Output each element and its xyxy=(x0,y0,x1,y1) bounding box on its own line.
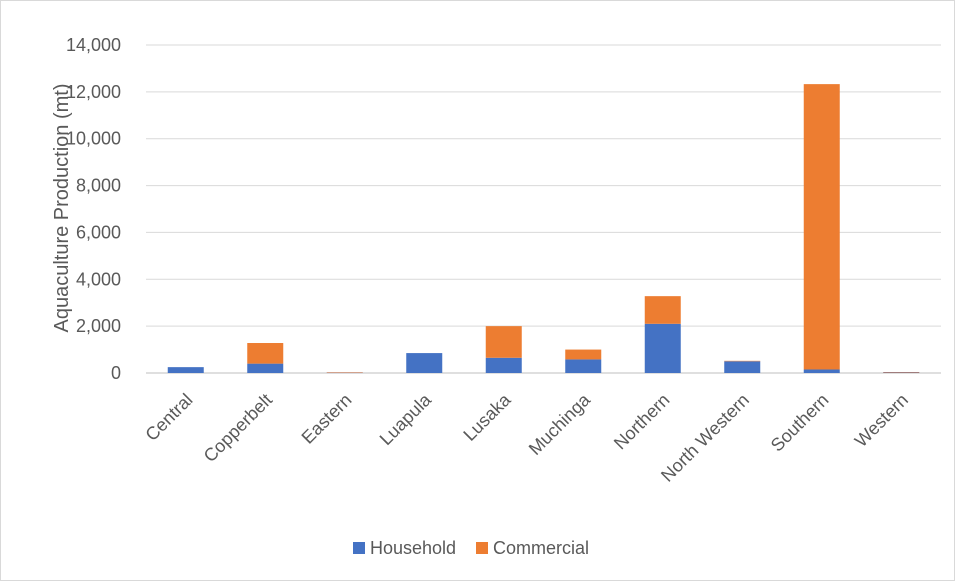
bar-commercial-copperbelt xyxy=(247,343,284,364)
bar-household-luapula xyxy=(406,353,443,373)
bar-household-muchinga xyxy=(565,359,602,373)
bar-household-copperbelt xyxy=(247,363,284,373)
y-tick-label: 10,000 xyxy=(66,129,121,149)
gridlines xyxy=(146,44,941,374)
bar-household-central xyxy=(167,367,204,373)
y-tick-label: 4,000 xyxy=(76,269,121,289)
x-tick-label: Copperbelt xyxy=(200,390,276,466)
bar-household-northern xyxy=(644,323,681,373)
x-tick-label: Southern xyxy=(767,390,833,456)
y-tick-label: 2,000 xyxy=(76,316,121,336)
bar-commercial-northern xyxy=(644,296,681,324)
bar-household-lusaka xyxy=(485,357,522,373)
bar-commercial-eastern xyxy=(326,372,363,373)
legend-swatch-household xyxy=(353,542,365,554)
x-tick-label: Lusaka xyxy=(459,389,515,445)
bar-household-north-western xyxy=(724,361,761,373)
y-axis-label: Aquaculture Production (mt) xyxy=(51,83,73,332)
y-tick-label: 12,000 xyxy=(66,82,121,102)
y-tick-label: 6,000 xyxy=(76,222,121,242)
legend-label-household: Household xyxy=(370,538,456,558)
x-tick-label: Western xyxy=(851,390,912,451)
x-tick-label: Luapula xyxy=(376,389,436,449)
x-axis-ticks: Central Copperbelt Eastern Luapula Lusaka Muc… xyxy=(141,389,912,486)
bars xyxy=(167,84,920,374)
y-axis-ticks: 0 2,000 4,000 6,000 8,000 10,000 12,000 14,000 xyxy=(66,35,121,383)
legend: Household Commercial xyxy=(353,538,589,558)
x-tick-label: Central xyxy=(141,390,196,445)
legend-swatch-commercial xyxy=(476,542,488,554)
y-tick-label: 8,000 xyxy=(76,176,121,196)
y-tick-label: 14,000 xyxy=(66,35,121,55)
legend-label-commercial: Commercial xyxy=(493,538,589,558)
bar-commercial-muchinga xyxy=(565,349,602,360)
bar-household-western xyxy=(883,372,920,373)
y-tick-label: 0 xyxy=(111,363,121,383)
bar-commercial-western xyxy=(883,372,920,373)
bar-commercial-southern xyxy=(803,84,840,370)
bar-commercial-north-western xyxy=(724,360,761,362)
x-tick-label: Eastern xyxy=(298,390,356,448)
x-tick-label: Muchinga xyxy=(525,389,595,459)
bar-household-southern xyxy=(803,369,840,373)
bar-commercial-lusaka xyxy=(485,326,522,358)
x-tick-label: Northern xyxy=(610,390,674,454)
